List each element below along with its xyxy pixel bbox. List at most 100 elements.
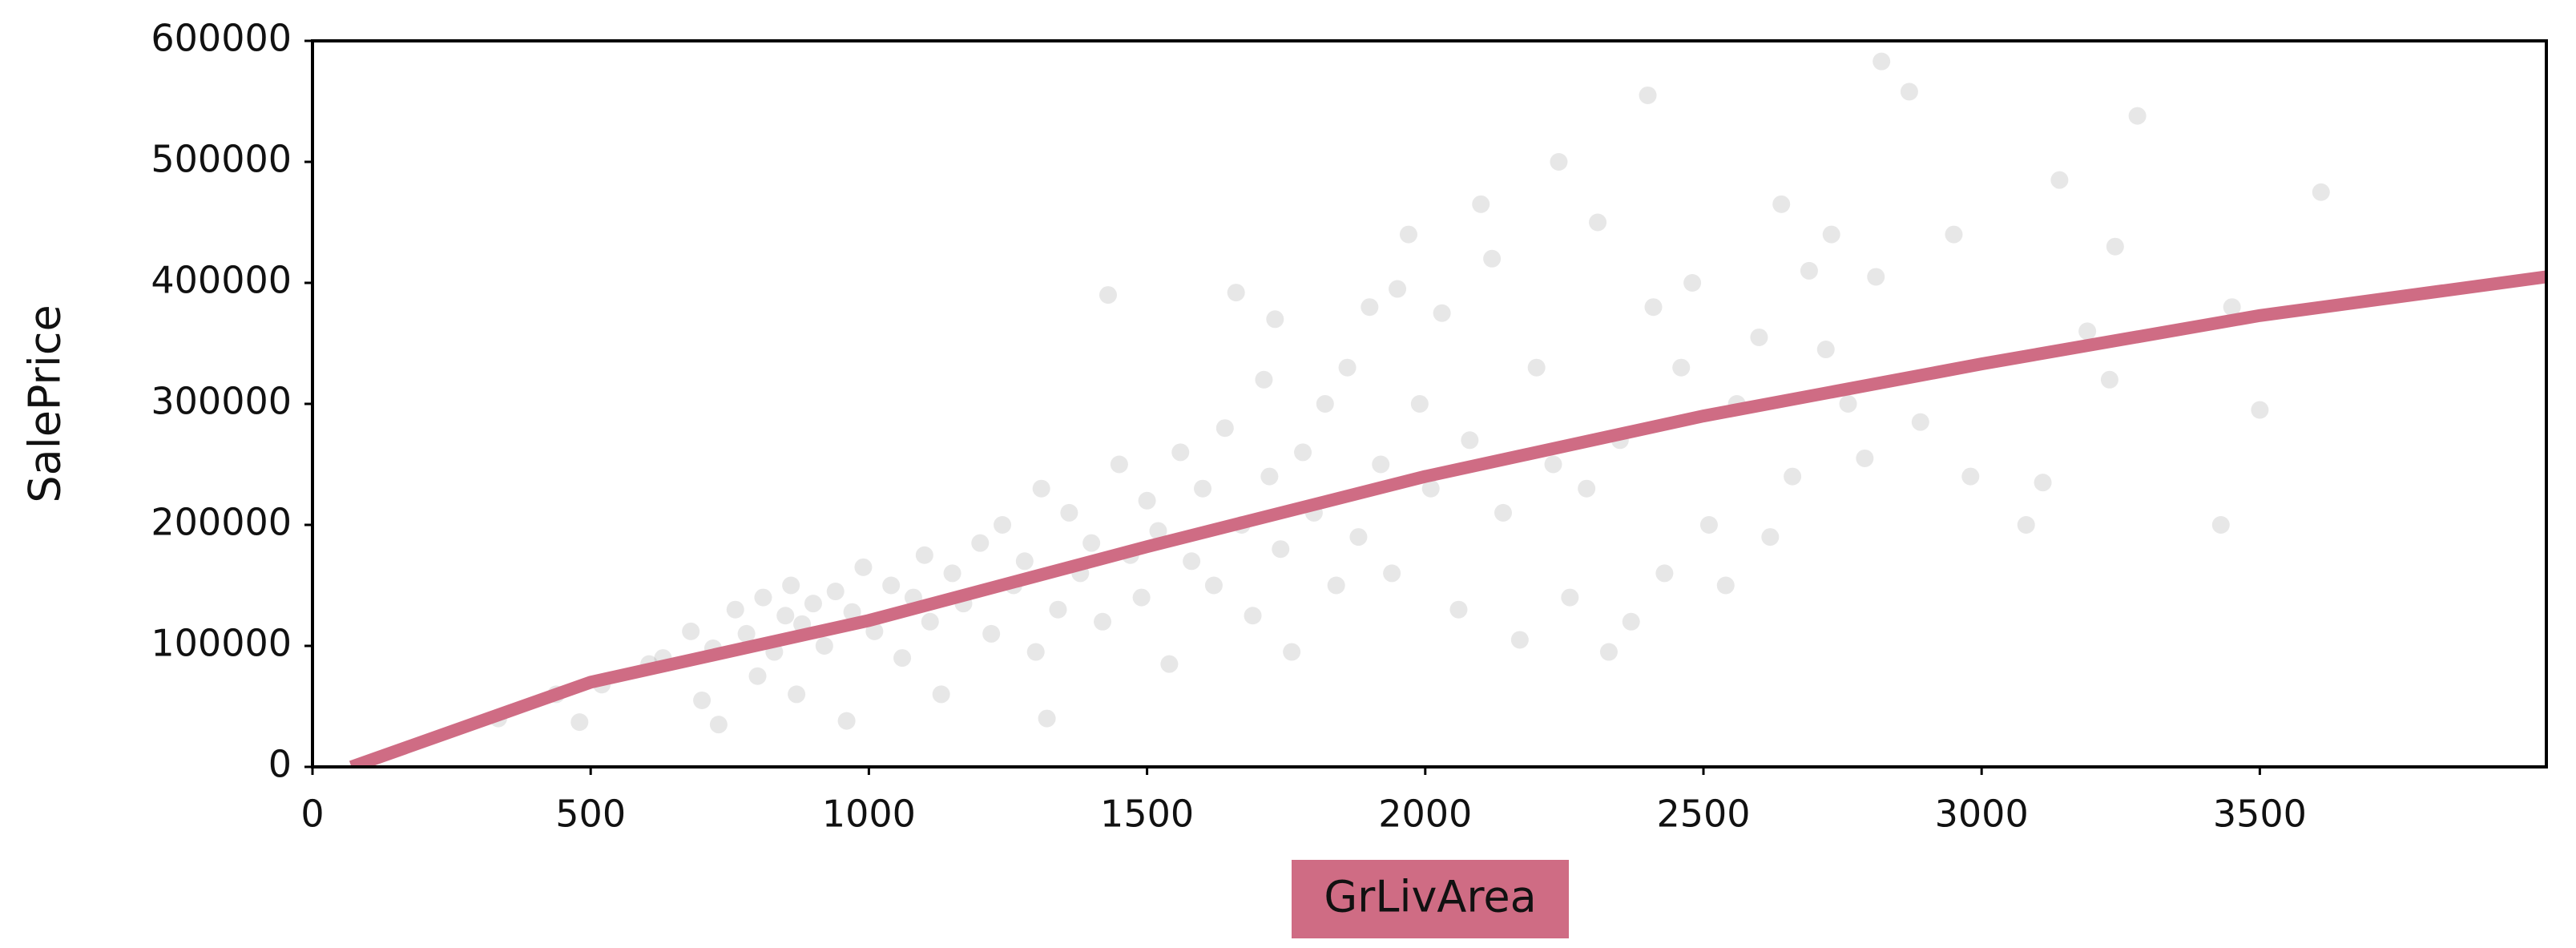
x-tick-label: 1000 — [822, 793, 916, 836]
plot-frame — [311, 39, 2548, 768]
point — [1945, 225, 1963, 244]
point — [776, 607, 795, 625]
x-tick-label: 2500 — [1656, 793, 1750, 836]
point — [2078, 322, 2097, 341]
point — [1389, 280, 1407, 298]
point — [1461, 431, 1479, 450]
point — [1160, 655, 1179, 673]
point — [1716, 576, 1735, 595]
point — [2251, 401, 2269, 419]
point — [1183, 552, 1201, 571]
point — [788, 685, 806, 704]
point — [1138, 491, 1156, 510]
point — [815, 637, 833, 655]
point — [1449, 600, 1468, 619]
point — [1561, 588, 1579, 607]
x-label-background — [1292, 860, 1569, 938]
point — [943, 564, 961, 583]
point — [1260, 467, 1279, 486]
point — [1589, 213, 1607, 232]
point — [1215, 419, 1234, 438]
point — [782, 576, 800, 595]
point — [2017, 516, 2035, 534]
point — [1032, 479, 1050, 498]
point — [1094, 612, 1112, 631]
point — [837, 712, 856, 730]
y-tick-label: 200000 — [151, 501, 292, 544]
point — [1399, 225, 1417, 244]
y-tick-label: 400000 — [151, 259, 292, 302]
point — [1510, 631, 1529, 649]
point — [1338, 358, 1357, 377]
point — [1099, 286, 1117, 305]
point — [1060, 503, 1078, 522]
point — [1283, 643, 1301, 661]
point — [1699, 516, 1718, 534]
x-tick-label: 0 — [300, 793, 324, 836]
point — [709, 716, 728, 734]
point — [932, 685, 950, 704]
point — [1578, 479, 1596, 498]
y-tick-label: 300000 — [151, 380, 292, 423]
point — [1822, 225, 1840, 244]
point — [1244, 607, 1262, 625]
point — [1266, 310, 1284, 329]
point — [1672, 358, 1691, 377]
point — [1911, 413, 1929, 431]
point — [865, 622, 884, 640]
point — [1272, 540, 1290, 559]
point — [570, 713, 589, 732]
point — [1194, 479, 1212, 498]
point — [1527, 358, 1546, 377]
point — [921, 612, 939, 631]
point — [1349, 528, 1368, 547]
y-tick-label: 500000 — [151, 138, 292, 181]
point — [1132, 588, 1151, 607]
point — [2223, 298, 2241, 317]
point — [1227, 284, 1245, 302]
point — [1784, 467, 1802, 486]
point — [1599, 643, 1618, 661]
point — [1327, 576, 1345, 595]
point — [2034, 474, 2052, 492]
y-axis-label: SalePrice — [20, 305, 71, 502]
x-tick-label: 500 — [555, 793, 626, 836]
point — [726, 600, 744, 619]
point — [1255, 370, 1273, 389]
x-tick-label: 3500 — [2213, 793, 2307, 836]
point — [1472, 195, 1490, 213]
y-tick-label: 600000 — [151, 17, 292, 60]
point — [826, 583, 845, 601]
point — [1383, 564, 1401, 583]
point — [804, 595, 822, 613]
x-tick-label: 3000 — [1935, 793, 2029, 836]
point — [1816, 341, 1835, 359]
point — [843, 603, 861, 621]
x-tick-label: 2000 — [1378, 793, 1472, 836]
point — [1867, 268, 1885, 286]
point — [1026, 643, 1045, 661]
point — [1294, 443, 1312, 462]
point — [1049, 600, 1067, 619]
point — [971, 534, 990, 552]
point — [2312, 183, 2330, 201]
x-axis-label: GrLivArea — [1324, 872, 1536, 922]
point — [882, 576, 901, 595]
point — [1750, 328, 1768, 346]
point — [1361, 298, 1379, 317]
point — [893, 649, 912, 668]
point — [754, 588, 772, 607]
point — [1149, 522, 1167, 540]
point — [1772, 195, 1791, 213]
point — [1856, 449, 1874, 467]
point — [1410, 395, 1429, 413]
point — [1110, 455, 1128, 474]
point — [1839, 395, 1857, 413]
y-tick-label: 100000 — [151, 622, 292, 665]
point — [1761, 528, 1780, 547]
point — [682, 622, 700, 640]
point — [1644, 298, 1663, 317]
point — [994, 516, 1012, 534]
point — [915, 546, 933, 564]
x-tick-label: 1500 — [1100, 793, 1194, 836]
